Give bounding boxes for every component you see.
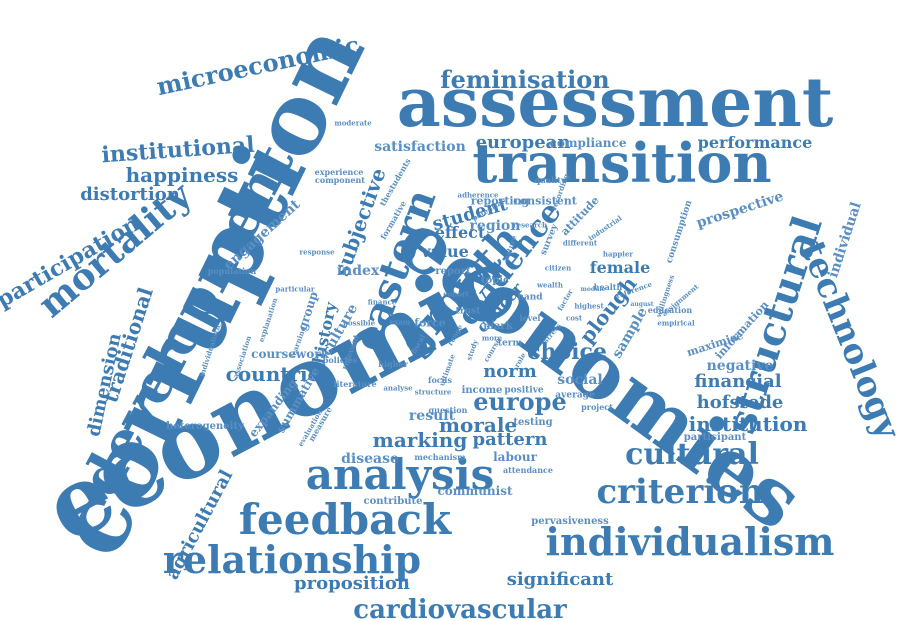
word-pattern: pattern — [472, 429, 548, 450]
word-significant: significant — [506, 569, 614, 590]
word-institution: institution — [688, 412, 808, 436]
word-heterogeneity: heterogeneity — [166, 421, 244, 432]
word-satisfaction: satisfaction — [374, 139, 466, 155]
word-happier: happier — [602, 249, 634, 259]
word-report: report — [435, 266, 471, 277]
word-quality: quality — [534, 175, 566, 185]
word-consumption: consumption — [664, 199, 695, 265]
word-testing: testing — [513, 417, 553, 428]
word-hand: hand — [517, 292, 543, 303]
word-literature: literature — [333, 379, 377, 389]
word-marking: marking — [372, 428, 468, 452]
word-assessment: assessment — [396, 63, 834, 143]
word-level: level — [519, 313, 541, 323]
word-higher: higher — [378, 359, 408, 369]
word-performance: performance — [697, 133, 813, 152]
word-transition: transition — [472, 131, 772, 195]
word-structure: structure — [414, 387, 452, 397]
word-contribute: contribute — [363, 496, 423, 507]
word-industrial: industrial — [586, 213, 624, 243]
word-wealth: wealth — [537, 280, 563, 290]
word-value: value — [421, 242, 469, 261]
word-research: research — [512, 220, 548, 230]
word-disease: disease — [341, 451, 399, 467]
word-citizen: citizen — [544, 263, 572, 273]
word-consistent: consistent — [513, 194, 577, 208]
word-more: more — [481, 333, 503, 343]
word-question: question — [428, 405, 468, 415]
word-finance: finance — [367, 297, 397, 307]
word-relationship: relationship — [162, 537, 422, 582]
word-highest: highest — [574, 301, 604, 311]
word-feedback: feedback — [238, 495, 452, 544]
word-region: region — [469, 218, 521, 234]
word-coursework: coursework — [251, 347, 329, 361]
word-female: female — [589, 258, 651, 277]
word-european: european — [475, 132, 571, 153]
word-education: education — [647, 305, 693, 315]
word-participant: participant — [683, 432, 747, 443]
word-positive: positive — [504, 385, 544, 396]
word-reporting: reporting — [470, 194, 530, 208]
word-trust: trust — [455, 306, 481, 317]
word-attendance: attendance — [502, 465, 554, 475]
word-individual: individual — [825, 200, 865, 280]
word-cohort: cohort — [443, 289, 469, 299]
word-term: term — [497, 338, 523, 349]
word-criterion: criterion — [596, 472, 764, 512]
word-cardiovascular: cardiovascular — [353, 595, 567, 621]
word-mechanism: mechanism — [414, 452, 466, 462]
word-pervasiveness: pervasiveness — [531, 516, 609, 527]
word-particular: particular — [275, 284, 315, 294]
word-topic: topic — [480, 275, 510, 286]
word-moderate: moderate — [334, 118, 372, 128]
word-response: response — [299, 247, 335, 257]
word-europe: europe — [473, 387, 567, 416]
word-cultural: cultural — [625, 437, 759, 472]
word-social: social — [557, 372, 603, 388]
word-focus: focus — [428, 375, 452, 385]
word-cost: cost — [565, 313, 583, 323]
word-different: different — [562, 238, 598, 248]
word-income: income — [461, 385, 503, 396]
word-policies: policies — [322, 355, 358, 365]
word-module: module — [580, 286, 606, 293]
word-average: average — [555, 390, 595, 401]
word-august: august — [630, 301, 654, 308]
word-hofstede: hofstede — [696, 392, 784, 413]
word-prospective: prospective — [694, 188, 786, 232]
word-analyse: analyse — [383, 383, 413, 393]
word-individualism: individualism — [545, 519, 835, 564]
word-happiness: happiness — [125, 163, 239, 187]
word-proposition: proposition — [294, 573, 410, 594]
word-compliance: compliance — [549, 136, 627, 150]
word-adherence: adherence — [457, 190, 499, 200]
word-empirical: empirical — [657, 318, 695, 328]
word-health: health — [593, 282, 623, 292]
word-force: force — [414, 316, 446, 330]
word-feminisation: feminisation — [440, 65, 610, 94]
word-choice: choice — [527, 339, 607, 365]
word-population: population — [207, 266, 257, 276]
word-exam: exam — [389, 317, 411, 327]
word-distortion: distortion — [80, 184, 180, 205]
word-norm: norm — [483, 361, 537, 382]
word-financial: financial — [694, 371, 782, 392]
word-result: result — [408, 408, 456, 424]
word-effect: effect — [434, 223, 486, 242]
word-experience: experience — [314, 167, 364, 177]
word-countrie: countrie — [225, 362, 321, 386]
word-mark: mark — [483, 321, 513, 332]
word-negative: negative — [706, 358, 774, 374]
word-labour: labour — [493, 450, 537, 464]
word-morale: morale — [438, 413, 518, 437]
word-component: component — [314, 175, 366, 185]
word-technology: technology — [792, 235, 900, 445]
word-communist: communist — [437, 484, 513, 498]
word-analysis: analysis — [305, 450, 495, 499]
word-possible: possible — [342, 318, 376, 328]
word-index: index — [336, 263, 380, 279]
word-project: project — [581, 402, 613, 412]
